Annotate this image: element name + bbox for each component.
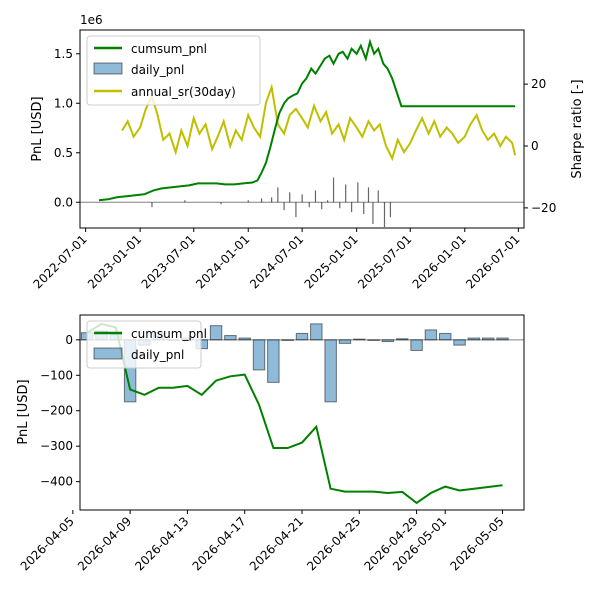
bottom-daily-bar	[438, 332, 452, 341]
top-y2tick-label: 20	[531, 77, 546, 91]
bottom-daily-bar	[353, 338, 366, 341]
top-daily-bar	[327, 200, 329, 203]
bottom-legend-label-daily: daily_pnl	[131, 348, 184, 362]
top-daily-bar	[277, 187, 279, 203]
bottom-ylabel: PnL [USD]	[16, 379, 31, 444]
top-y2label: Sharpe ratio [-]	[570, 79, 585, 178]
top-daily-bar	[295, 202, 297, 218]
bottom-legend-label-cumsum: cumsum_pnl	[131, 327, 207, 341]
top-xtick-label: 2025-01-01	[302, 232, 361, 291]
bottom-ytick-label: −100	[40, 368, 73, 382]
bottom-ytick-label: −200	[40, 404, 73, 418]
top-y2tick-label: 0	[531, 139, 539, 153]
top-xtick-label: 2022-07-01	[31, 232, 90, 291]
top-daily-bar	[247, 200, 249, 203]
bottom-daily-bar	[453, 339, 466, 346]
bottom-xtick-label: 2026-04-05	[18, 514, 77, 573]
bottom-xtick-label: 2026-04-21	[247, 514, 306, 573]
top-daily-bar	[321, 202, 323, 210]
top-plot: 0.00.51.01.5−200202022-07-012023-01-0120…	[30, 13, 585, 291]
top-daily-bar	[289, 192, 291, 203]
top-daily-bar	[367, 187, 370, 203]
bottom-ytick-label: −300	[40, 439, 73, 453]
bottom-xtick-label: 2026-04-17	[190, 514, 249, 573]
bottom-daily-bar	[224, 335, 237, 341]
top-daily-bar	[377, 190, 379, 203]
bottom-daily-bar	[324, 339, 337, 403]
top-legend-label-daily: daily_pnl	[131, 63, 184, 77]
top-daily-bar	[383, 202, 386, 228]
bottom-daily-bar	[396, 338, 409, 341]
top-xtick-label: 2024-01-01	[193, 232, 252, 291]
bottom-daily-bar	[238, 337, 251, 341]
top-legend: cumsum_pnl daily_pnl annual_sr(30day)	[86, 35, 261, 106]
top-ylabel: PnL [USD]	[30, 96, 45, 161]
top-daily-bar	[220, 202, 222, 205]
bottom-xtick-label: 2026-04-09	[75, 514, 134, 573]
top-ytick-label: 0.0	[54, 195, 73, 209]
top-legend-patch-daily	[93, 62, 123, 75]
top-daily-bar	[332, 177, 335, 203]
top-xtick-label: 2026-07-01	[463, 232, 522, 291]
top-xtick-label: 2025-07-01	[355, 232, 414, 291]
bottom-daily-bar	[381, 339, 395, 343]
top-daily-bar	[308, 202, 310, 208]
bottom-daily-bar	[367, 339, 380, 341]
top-xtick-label: 2026-01-01	[410, 232, 469, 291]
bottom-daily-bar	[281, 339, 294, 341]
bottom-plot: 0−100−200−300−4002026-04-052026-04-09202…	[16, 314, 525, 573]
bottom-daily-bar	[496, 337, 509, 341]
bottom-ytick-label: 0	[65, 333, 73, 347]
bottom-daily-bar	[295, 332, 309, 341]
top-xtick-label: 2024-07-01	[247, 232, 306, 291]
bottom-daily-bar	[424, 329, 438, 341]
top-daily-bar	[357, 182, 359, 203]
top-daily-bar	[363, 202, 365, 215]
top-daily-bar	[184, 200, 186, 203]
top-legend-box	[86, 35, 261, 106]
bottom-daily-bar	[209, 325, 223, 341]
top-sharpe-line	[121, 83, 517, 162]
top-daily-bar	[283, 202, 285, 211]
bottom-daily-bar	[310, 323, 323, 341]
top-daily-bar	[301, 194, 303, 203]
top-scale-label: 1e6	[80, 13, 103, 27]
bottom-daily-bar	[267, 339, 280, 383]
bottom-xtick-label: 2026-04-25	[304, 514, 363, 573]
top-ytick-label: 0.5	[54, 146, 73, 160]
top-daily-bar	[339, 202, 341, 209]
bottom-xtick-label: 2026-05-05	[447, 514, 506, 573]
bottom-daily-bar	[481, 337, 495, 341]
top-daily-bar	[389, 202, 392, 218]
bottom-cumsum-line	[86, 322, 503, 505]
bottom-daily-bar	[252, 339, 266, 371]
top-xtick-label: 2023-01-01	[85, 232, 144, 291]
top-legend-label-sharpe: annual_sr(30day)	[131, 85, 236, 99]
top-xtick-label: 2023-07-01	[139, 232, 198, 291]
top-cumsum-line	[98, 38, 516, 202]
bottom-daily-bar	[410, 339, 423, 351]
top-ytick-label: 1.5	[54, 47, 73, 61]
top-daily-bar	[351, 202, 353, 213]
top-daily-bar	[314, 190, 317, 203]
top-daily-bar	[271, 197, 273, 203]
top-legend-label-cumsum: cumsum_pnl	[131, 42, 207, 56]
top-ytick-label: 1.0	[54, 96, 73, 110]
top-daily-bar	[372, 202, 374, 225]
top-daily-bar	[260, 198, 263, 203]
bottom-legend-patch-daily	[93, 347, 123, 360]
top-daily-bar	[345, 184, 347, 203]
bottom-daily-bar	[467, 337, 481, 341]
bottom-daily-bar	[338, 339, 352, 344]
bottom-legend: cumsum_pnl daily_pnl	[86, 320, 207, 369]
top-daily-bar	[151, 202, 153, 208]
bottom-ytick-label: −400	[40, 475, 73, 489]
top-y2tick-label: −20	[531, 201, 556, 215]
bottom-xtick-label: 2026-04-13	[132, 514, 191, 573]
